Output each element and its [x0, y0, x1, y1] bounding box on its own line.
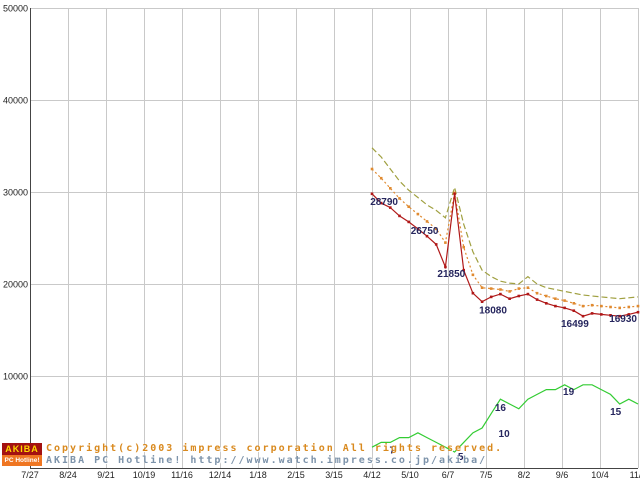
- point-label-10: 10: [499, 429, 511, 440]
- series-shop-count-line: [371, 384, 639, 453]
- grid-layer: [30, 8, 639, 468]
- watermark: AKIBA PC Hotline! Copyright(c)2003 impre…: [2, 443, 503, 467]
- akiba-logo: AKIBA PC Hotline!: [2, 443, 42, 466]
- x-axis-tick-label: 1/18: [249, 470, 267, 480]
- y-axis-tick-label: 20000: [3, 280, 28, 290]
- x-axis-tick-label: 2/15: [287, 470, 305, 480]
- point-label-21850: 21850: [437, 269, 465, 280]
- series-average-price-line: [371, 168, 639, 309]
- point-label-15: 15: [610, 407, 622, 418]
- x-axis-tick-label: 4/12: [363, 470, 381, 480]
- y-axis-tick-label: 30000: [3, 188, 28, 198]
- x-axis-tick-label: 12/14: [209, 470, 232, 480]
- x-axis-tick-label: 8/2: [518, 470, 531, 480]
- point-value-labels: 28790 26750 21850 18080 16499 16930 7 5 10 16 19 15: [370, 197, 637, 463]
- series-lowest-price-markers: [370, 192, 640, 318]
- point-label-19: 19: [563, 387, 575, 398]
- x-axis-tick-label: 3/15: [325, 470, 343, 480]
- x-axis-tick-label: 11/1: [630, 470, 640, 480]
- point-label-16: 16: [495, 403, 507, 414]
- copyright-line: Copyright(c)2003 impress corporation All…: [46, 443, 504, 454]
- copyright-block: Copyright(c)2003 impress corporation All…: [46, 443, 503, 467]
- point-label-28790: 28790: [370, 197, 398, 208]
- tick-labels: 10000 20000 30000 40000 50000 7/27 8/24 9/21 10/…: [3, 4, 640, 480]
- point-label-16499: 16499: [561, 319, 589, 330]
- x-axis-tick-label: 11/16: [171, 470, 193, 480]
- x-axis-tick-label: 9/6: [556, 470, 569, 480]
- y-axis-tick-label: 40000: [3, 96, 28, 106]
- point-label-16930: 16930: [609, 314, 637, 325]
- point-label-18080: 18080: [479, 306, 507, 317]
- series-highest-price-line: [371, 147, 639, 300]
- akiba-logo-top: AKIBA: [2, 443, 42, 455]
- point-label-26750: 26750: [411, 226, 439, 237]
- x-axis-tick-label: 10/4: [591, 470, 609, 480]
- x-axis-tick-label: 8/24: [59, 470, 77, 480]
- series-lowest-price-line: [371, 193, 639, 317]
- y-axis-tick-label: 10000: [3, 372, 28, 382]
- site-url-line: AKIBA PC Hotline! http://www.watch.impre…: [46, 455, 488, 466]
- x-axis-tick-label: 10/19: [133, 470, 156, 480]
- point-label-7: 7: [390, 445, 396, 456]
- x-axis-tick-label: 6/7: [442, 470, 455, 480]
- x-axis-tick-label: 7/5: [480, 470, 493, 480]
- y-axis-tick-label: 50000: [3, 4, 28, 14]
- axis-layer: [30, 8, 638, 469]
- point-label-5: 5: [458, 452, 464, 463]
- akiba-logo-bottom: PC Hotline!: [2, 455, 42, 466]
- x-axis-tick-label: 7/27: [21, 470, 39, 480]
- x-axis-tick-label: 9/21: [97, 470, 115, 480]
- x-axis-tick-label: 5/10: [401, 470, 419, 480]
